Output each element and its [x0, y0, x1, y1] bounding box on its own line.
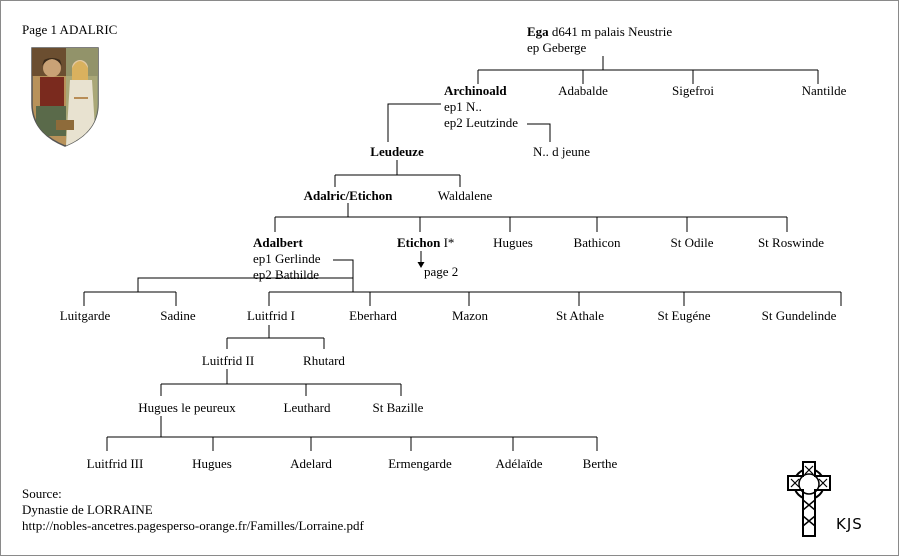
person-adelard: Adelard [290, 456, 332, 471]
person-st-athale: St Athale [555, 308, 605, 323]
page-title: Page 1 ADALRIC [22, 22, 118, 37]
person-adelaide: Adélaïde [495, 456, 543, 471]
person-luitfrid-2: Luitfrid II [201, 353, 255, 368]
person-st-bazille: St Bazille [372, 400, 424, 415]
person-ega: Ega d641 m palais Neustrie [527, 24, 673, 39]
person-st-eugene: St Eugéne [657, 308, 711, 323]
person-ermengarde: Ermengarde [388, 456, 452, 471]
archinoald-spouse-1: ep1 N.. [444, 99, 482, 114]
connector-hugues-peureux [106, 416, 598, 451]
person-hugues-le-peureux: Hugues le peureux [138, 400, 236, 415]
person-st-roswinde: St Roswinde [757, 235, 825, 250]
source-label: Source: [22, 486, 62, 501]
heraldic-shield-illustration [30, 46, 100, 152]
person-hugues-1: Hugues [493, 235, 533, 250]
person-st-gundelinde: St Gundelinde [761, 308, 837, 323]
person-hugues-2: Hugues [192, 456, 232, 471]
adalbert-spouse-2: ep2 Bathilde [253, 267, 320, 282]
connector-archinoald-ep2 [527, 123, 551, 142]
ega-spouse: ep Geberge [527, 40, 587, 55]
connector-adalric [274, 203, 788, 232]
person-luitfrid-3: Luitfrid III [86, 456, 144, 471]
person-archinoald: Archinoald [444, 83, 507, 98]
person-sadine: Sadine [160, 308, 196, 323]
celtic-cross-icon [786, 460, 832, 544]
person-mazon: Mazon [451, 308, 489, 323]
connector-ega [477, 56, 819, 84]
person-luitfrid-1: Luitfrid I [246, 308, 296, 323]
connector-luitfrid-1 [226, 325, 325, 349]
person-etichon: Etichon I* [397, 235, 455, 250]
signature-initials: KJS [836, 515, 863, 533]
person-nantilde: Nantilde [801, 83, 847, 98]
person-eberhard: Eberhard [349, 308, 397, 323]
person-adalric: Adalric/Etichon [303, 188, 393, 203]
person-bathicon: Bathicon [573, 235, 621, 250]
person-sigefroi: Sigefroi [672, 83, 714, 98]
person-rhutard: Rhutard [303, 353, 345, 368]
person-leudeuze: Leudeuze [370, 144, 424, 159]
adalbert-spouse-1: ep1 Gerlinde [253, 251, 321, 266]
person-adabalde: Adabalde [558, 83, 608, 98]
connector-leudeuze [334, 160, 461, 187]
person-n-child: N.. d jeune [533, 144, 591, 159]
connector-luitfrid-2 [160, 369, 402, 396]
person-luitgarde: Luitgarde [59, 308, 111, 323]
person-berthe: Berthe [582, 456, 618, 471]
source-title: Dynastie de LORRAINE [22, 502, 153, 517]
person-adalbert: Adalbert [253, 235, 303, 250]
person-st-odile: St Odile [670, 235, 714, 250]
source-url[interactable]: http://nobles-ancetres.pagesperso-orange… [22, 518, 364, 533]
archinoald-spouse-2: ep2 Leutzinde [444, 115, 518, 130]
person-waldalene: Waldalene [437, 188, 493, 203]
connector-ep2 [268, 278, 842, 306]
person-leuthard: Leuthard [283, 400, 331, 415]
arrowhead [417, 262, 425, 268]
connector-archinoald [387, 103, 441, 142]
continued-page-link[interactable]: page 2 [424, 264, 459, 279]
